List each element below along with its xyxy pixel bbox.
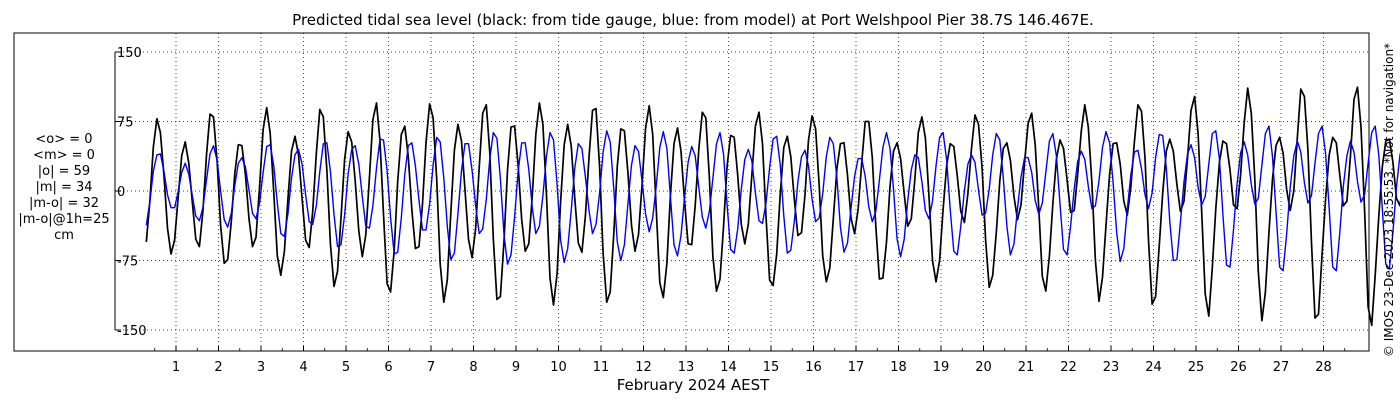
copyright-note: © IMOS 23-Dec-2023 18:55:53. *Not for na… <box>1382 43 1396 357</box>
series-line-tide-gauge <box>145 86 1400 327</box>
x-tick-label: 1 <box>172 360 180 375</box>
x-tick-label: 13 <box>678 360 695 375</box>
x-tick-label: 3 <box>257 360 265 375</box>
y-tick-label: 150 <box>117 46 142 61</box>
stat-abs-diff: |m-o| = 32 <box>28 196 99 211</box>
y-tick-label: 0 <box>117 185 125 200</box>
x-tick-label: 9 <box>512 360 520 375</box>
stat-abs-diff-1h: |m-o|@1h=25 <box>18 212 110 227</box>
x-tick-label: 6 <box>384 360 392 375</box>
series-lines <box>145 86 1400 327</box>
x-tick-label: 15 <box>763 360 780 375</box>
y-tick-label: -150 <box>117 324 147 339</box>
grid-lines <box>115 33 1369 351</box>
y-axis: 150 75 0 -75 -150 <box>114 46 147 339</box>
stat-mean-observed: <o> = 0 <box>35 132 93 147</box>
x-tick-label: 19 <box>933 360 950 375</box>
x-tick-label: 28 <box>1315 360 1332 375</box>
x-tick-label: 25 <box>1188 360 1205 375</box>
x-tick-label: 20 <box>975 360 992 375</box>
x-axis: 1 2 3 4 5 6 7 8 9 10 11 12 13 14 15 16 17 18 19 20 21 22 23 24 2… <box>154 346 1346 375</box>
x-tick-label: 26 <box>1230 360 1247 375</box>
x-tick-label: 12 <box>635 360 652 375</box>
x-tick-label: 11 <box>593 360 610 375</box>
x-tick-label: 17 <box>848 360 865 375</box>
x-tick-label: 23 <box>1103 360 1120 375</box>
x-tick-label: 8 <box>469 360 477 375</box>
stat-mean-model: <m> = 0 <box>33 148 95 163</box>
y-tick-label: 75 <box>117 116 134 131</box>
x-tick-label: 22 <box>1060 360 1077 375</box>
x-tick-label: 16 <box>805 360 822 375</box>
x-tick-label: 7 <box>427 360 435 375</box>
x-tick-label: 21 <box>1018 360 1035 375</box>
stat-units: cm <box>54 228 74 243</box>
x-tick-label: 5 <box>342 360 350 375</box>
series-line-model <box>145 125 1400 272</box>
stat-abs-observed: |o| = 59 <box>37 164 91 179</box>
x-tick-label: 14 <box>720 360 737 375</box>
plot-frame <box>13 32 1370 352</box>
x-tick-label: 24 <box>1145 360 1162 375</box>
x-axis-label: February 2024 AEST <box>617 376 770 394</box>
y-tick-label: -75 <box>117 255 138 270</box>
x-tick-label: 18 <box>890 360 907 375</box>
x-tick-label: 10 <box>550 360 567 375</box>
x-tick-label: 4 <box>299 360 307 375</box>
x-tick-label: 27 <box>1273 360 1290 375</box>
stat-abs-model: |m| = 34 <box>35 180 93 195</box>
x-tick-label: 2 <box>214 360 222 375</box>
stats-panel: <o> = 0 <m> = 0 |o| = 59 |m| = 34 |m-o| … <box>14 132 114 244</box>
chart-title: Predicted tidal sea level (black: from t… <box>292 11 1094 29</box>
